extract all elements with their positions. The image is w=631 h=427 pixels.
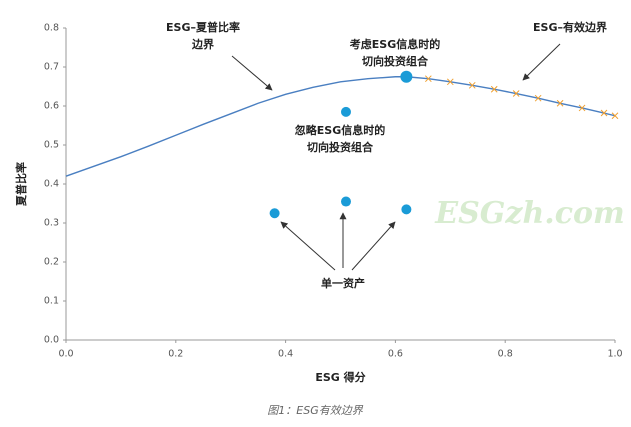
asset-point (340, 196, 351, 207)
arrows (231, 43, 561, 271)
arrow (231, 55, 273, 91)
arrow (351, 221, 396, 271)
cross-marker (512, 90, 520, 97)
annotation: ESG–夏普比率 (166, 20, 240, 34)
x-tick-label: 0.0 (58, 349, 73, 360)
y-tick-label: 0.1 (44, 296, 59, 307)
annotation: ESG–有效边界 (533, 20, 607, 34)
y-tick-label: 0.6 (44, 101, 59, 112)
annotation: 单一资产 (321, 276, 365, 290)
watermark: ESGzh.com (434, 196, 624, 231)
arrow (280, 221, 336, 271)
y-tick-label: 0.4 (44, 179, 59, 190)
y-tick-label: 0.8 (44, 23, 59, 34)
asset-point (401, 204, 412, 215)
y-tick-label: 0.7 (44, 62, 59, 73)
cross-marker (611, 112, 619, 120)
tangent-point (400, 70, 413, 83)
cross-marker (534, 94, 542, 102)
cross-marker (600, 109, 608, 117)
y-tick-label: 0.5 (44, 140, 59, 151)
y-tick-label: 0.0 (44, 335, 59, 346)
arrow (522, 43, 561, 81)
asset-point (269, 208, 280, 219)
y-axis-label: 夏普比率 (14, 162, 28, 206)
cross-marker (578, 104, 586, 112)
x-tick-label: 1.0 (607, 349, 622, 360)
annotation: 切向投资组合 (362, 54, 429, 68)
cross-marker (446, 78, 454, 86)
ignored-esg-point (340, 106, 351, 117)
cross-marker (468, 81, 476, 89)
annotation: 忽略ESG信息时的 (295, 123, 385, 137)
y-tick-label: 0.3 (44, 218, 59, 229)
x-axis-label: ESG 得分 (315, 370, 365, 384)
x-tick-label: 0.6 (388, 349, 403, 360)
x-tick-label: 0.2 (168, 349, 183, 360)
line (65, 76, 407, 177)
annotation: 边界 (191, 37, 214, 51)
annotation: 考虑ESG信息时的 (350, 37, 440, 51)
x-tick-label: 0.8 (498, 349, 513, 360)
cross-marker (424, 75, 432, 83)
y-tick-label: 0.2 (44, 257, 59, 268)
annotation: 切向投资组合 (307, 140, 374, 154)
x-tick-label: 0.4 (278, 349, 293, 360)
cross-marker (556, 99, 564, 107)
caption: 图1：ESG有效边界 (267, 404, 363, 417)
cross-marker (490, 85, 498, 93)
